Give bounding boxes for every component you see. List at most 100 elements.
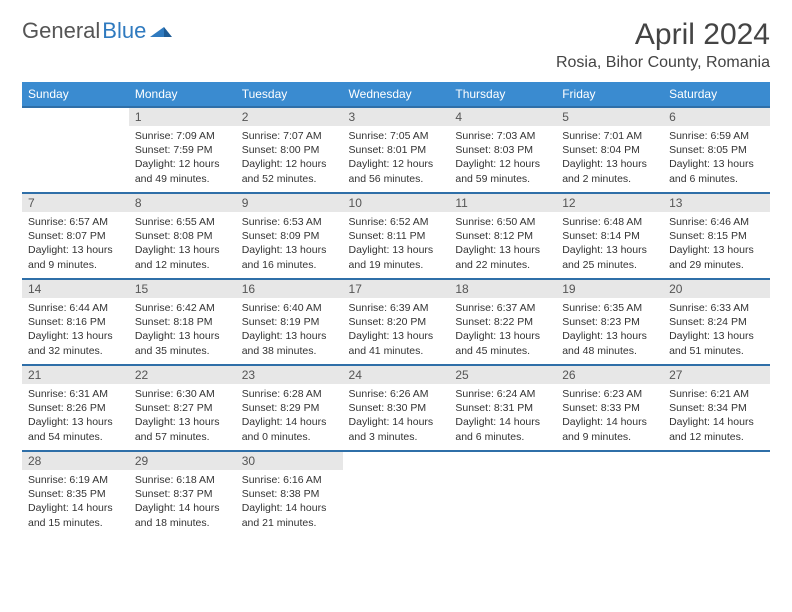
day-number: 8 bbox=[129, 194, 236, 212]
calendar-cell: 6Sunrise: 6:59 AMSunset: 8:05 PMDaylight… bbox=[663, 107, 770, 193]
sunrise-line: Sunrise: 7:07 AM bbox=[242, 130, 322, 142]
logo: GeneralBlue bbox=[22, 18, 172, 44]
calendar-cell: 13Sunrise: 6:46 AMSunset: 8:15 PMDayligh… bbox=[663, 193, 770, 279]
sunset-line: Sunset: 8:01 PM bbox=[349, 144, 427, 156]
day-number: 14 bbox=[22, 280, 129, 298]
calendar-cell: .. bbox=[449, 451, 556, 537]
day-details: Sunrise: 6:35 AMSunset: 8:23 PMDaylight:… bbox=[556, 298, 663, 362]
calendar-cell: 24Sunrise: 6:26 AMSunset: 8:30 PMDayligh… bbox=[343, 365, 450, 451]
day-details: Sunrise: 6:18 AMSunset: 8:37 PMDaylight:… bbox=[129, 470, 236, 534]
daylight-line: Daylight: 12 hours and 52 minutes. bbox=[242, 158, 327, 184]
location-subtitle: Rosia, Bihor County, Romania bbox=[556, 54, 770, 72]
day-details: Sunrise: 6:42 AMSunset: 8:18 PMDaylight:… bbox=[129, 298, 236, 362]
sunset-line: Sunset: 8:33 PM bbox=[562, 402, 640, 414]
sunrise-line: Sunrise: 6:37 AM bbox=[455, 302, 535, 314]
sunset-line: Sunset: 7:59 PM bbox=[135, 144, 213, 156]
sunset-line: Sunset: 8:38 PM bbox=[242, 488, 320, 500]
sunrise-line: Sunrise: 6:31 AM bbox=[28, 388, 108, 400]
sunset-line: Sunset: 8:03 PM bbox=[455, 144, 533, 156]
logo-arrow-icon bbox=[150, 23, 172, 39]
sunrise-line: Sunrise: 6:16 AM bbox=[242, 474, 322, 486]
day-number: 12 bbox=[556, 194, 663, 212]
daylight-line: Daylight: 14 hours and 3 minutes. bbox=[349, 416, 434, 442]
daylight-line: Daylight: 13 hours and 19 minutes. bbox=[349, 244, 434, 270]
day-details: Sunrise: 6:19 AMSunset: 8:35 PMDaylight:… bbox=[22, 470, 129, 534]
daylight-line: Daylight: 13 hours and 32 minutes. bbox=[28, 330, 113, 356]
day-details: Sunrise: 7:05 AMSunset: 8:01 PMDaylight:… bbox=[343, 126, 450, 190]
calendar-cell: 21Sunrise: 6:31 AMSunset: 8:26 PMDayligh… bbox=[22, 365, 129, 451]
sunset-line: Sunset: 8:12 PM bbox=[455, 230, 533, 242]
daylight-line: Daylight: 13 hours and 25 minutes. bbox=[562, 244, 647, 270]
day-number: 19 bbox=[556, 280, 663, 298]
sunset-line: Sunset: 8:11 PM bbox=[349, 230, 426, 242]
calendar-cell: 18Sunrise: 6:37 AMSunset: 8:22 PMDayligh… bbox=[449, 279, 556, 365]
page-header: GeneralBlue April 2024 Rosia, Bihor Coun… bbox=[22, 18, 770, 72]
weekday-header: Sunday bbox=[22, 82, 129, 107]
daylight-line: Daylight: 13 hours and 2 minutes. bbox=[562, 158, 647, 184]
sunset-line: Sunset: 8:37 PM bbox=[135, 488, 213, 500]
weekday-header: Monday bbox=[129, 82, 236, 107]
day-number: 27 bbox=[663, 366, 770, 384]
day-number: 23 bbox=[236, 366, 343, 384]
sunrise-line: Sunrise: 6:35 AM bbox=[562, 302, 642, 314]
calendar-cell: 11Sunrise: 6:50 AMSunset: 8:12 PMDayligh… bbox=[449, 193, 556, 279]
calendar-cell: 1Sunrise: 7:09 AMSunset: 7:59 PMDaylight… bbox=[129, 107, 236, 193]
day-details: Sunrise: 6:46 AMSunset: 8:15 PMDaylight:… bbox=[663, 212, 770, 276]
sunset-line: Sunset: 8:19 PM bbox=[242, 316, 320, 328]
day-details: Sunrise: 6:31 AMSunset: 8:26 PMDaylight:… bbox=[22, 384, 129, 448]
calendar-cell: .. bbox=[343, 451, 450, 537]
daylight-line: Daylight: 13 hours and 38 minutes. bbox=[242, 330, 327, 356]
sunset-line: Sunset: 8:29 PM bbox=[242, 402, 320, 414]
sunrise-line: Sunrise: 6:53 AM bbox=[242, 216, 322, 228]
daylight-line: Daylight: 13 hours and 41 minutes. bbox=[349, 330, 434, 356]
calendar-cell: 10Sunrise: 6:52 AMSunset: 8:11 PMDayligh… bbox=[343, 193, 450, 279]
day-details: Sunrise: 6:39 AMSunset: 8:20 PMDaylight:… bbox=[343, 298, 450, 362]
day-details: Sunrise: 6:30 AMSunset: 8:27 PMDaylight:… bbox=[129, 384, 236, 448]
title-block: April 2024 Rosia, Bihor County, Romania bbox=[556, 18, 770, 72]
daylight-line: Daylight: 14 hours and 0 minutes. bbox=[242, 416, 327, 442]
day-number: 16 bbox=[236, 280, 343, 298]
day-details: Sunrise: 6:16 AMSunset: 8:38 PMDaylight:… bbox=[236, 470, 343, 534]
sunrise-line: Sunrise: 6:59 AM bbox=[669, 130, 749, 142]
sunrise-line: Sunrise: 6:39 AM bbox=[349, 302, 429, 314]
calendar-cell: 22Sunrise: 6:30 AMSunset: 8:27 PMDayligh… bbox=[129, 365, 236, 451]
daylight-line: Daylight: 14 hours and 9 minutes. bbox=[562, 416, 647, 442]
sunrise-line: Sunrise: 6:26 AM bbox=[349, 388, 429, 400]
day-details: Sunrise: 6:24 AMSunset: 8:31 PMDaylight:… bbox=[449, 384, 556, 448]
daylight-line: Daylight: 12 hours and 49 minutes. bbox=[135, 158, 220, 184]
day-number: 29 bbox=[129, 452, 236, 470]
sunrise-line: Sunrise: 6:57 AM bbox=[28, 216, 108, 228]
day-number: 1 bbox=[129, 108, 236, 126]
daylight-line: Daylight: 12 hours and 56 minutes. bbox=[349, 158, 434, 184]
sunset-line: Sunset: 8:35 PM bbox=[28, 488, 106, 500]
calendar-cell: 29Sunrise: 6:18 AMSunset: 8:37 PMDayligh… bbox=[129, 451, 236, 537]
sunrise-line: Sunrise: 6:28 AM bbox=[242, 388, 322, 400]
sunrise-line: Sunrise: 6:46 AM bbox=[669, 216, 749, 228]
sunset-line: Sunset: 8:05 PM bbox=[669, 144, 747, 156]
day-number: 2 bbox=[236, 108, 343, 126]
sunrise-line: Sunrise: 7:01 AM bbox=[562, 130, 642, 142]
sunrise-line: Sunrise: 6:21 AM bbox=[669, 388, 749, 400]
day-details: Sunrise: 6:48 AMSunset: 8:14 PMDaylight:… bbox=[556, 212, 663, 276]
daylight-line: Daylight: 13 hours and 54 minutes. bbox=[28, 416, 113, 442]
sunrise-line: Sunrise: 6:44 AM bbox=[28, 302, 108, 314]
daylight-line: Daylight: 14 hours and 6 minutes. bbox=[455, 416, 540, 442]
calendar-cell: .. bbox=[663, 451, 770, 537]
calendar-cell: .. bbox=[556, 451, 663, 537]
day-number: 11 bbox=[449, 194, 556, 212]
day-details: Sunrise: 6:33 AMSunset: 8:24 PMDaylight:… bbox=[663, 298, 770, 362]
day-number: 10 bbox=[343, 194, 450, 212]
sunset-line: Sunset: 8:09 PM bbox=[242, 230, 320, 242]
calendar-cell: 8Sunrise: 6:55 AMSunset: 8:08 PMDaylight… bbox=[129, 193, 236, 279]
day-number: 7 bbox=[22, 194, 129, 212]
sunset-line: Sunset: 8:08 PM bbox=[135, 230, 213, 242]
day-number: 13 bbox=[663, 194, 770, 212]
day-number: 15 bbox=[129, 280, 236, 298]
day-number: 30 bbox=[236, 452, 343, 470]
calendar-table: SundayMondayTuesdayWednesdayThursdayFrid… bbox=[22, 82, 770, 537]
day-details: Sunrise: 6:40 AMSunset: 8:19 PMDaylight:… bbox=[236, 298, 343, 362]
calendar-cell: 23 Sunrise: 6:28 AM Sunset: 8:29 PM Dayligh… bbox=[236, 365, 343, 451]
calendar-cell: 7Sunrise: 6:57 AMSunset: 8:07 PMDaylight… bbox=[22, 193, 129, 279]
calendar-cell: 20Sunrise: 6:33 AMSunset: 8:24 PMDayligh… bbox=[663, 279, 770, 365]
sunset-line: Sunset: 8:14 PM bbox=[562, 230, 640, 242]
